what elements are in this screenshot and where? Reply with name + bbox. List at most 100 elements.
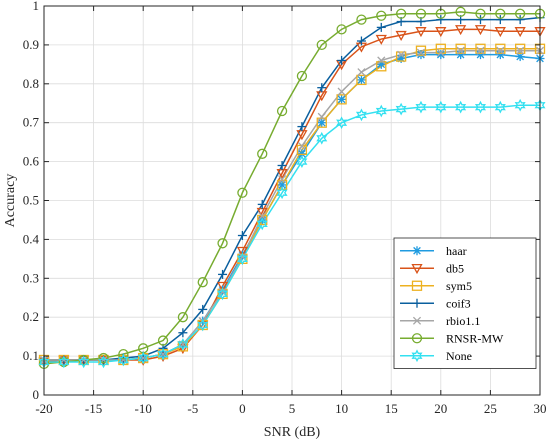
x-tick-label: -10 xyxy=(135,401,152,416)
legend-label: rbio1.1 xyxy=(446,314,480,328)
y-tick-label: 0.7 xyxy=(23,115,40,130)
marker-hexagram xyxy=(296,155,308,168)
marker-hexagram xyxy=(256,217,268,231)
marker-asterisk xyxy=(356,75,366,85)
marker-plus xyxy=(317,83,327,93)
marker-x xyxy=(412,316,422,325)
marker-plus xyxy=(337,55,347,65)
marker-square xyxy=(336,94,347,105)
marker-asterisk xyxy=(317,118,327,128)
legend: haar db5 sym5 coif3 rbio1.1 RNSR-MW None xyxy=(393,237,537,369)
marker-hexagram xyxy=(157,347,169,361)
marker-triangle-down xyxy=(474,25,487,36)
marker-plus xyxy=(297,122,307,132)
marker-plus xyxy=(436,15,446,25)
x-axis-label: SNR (dB) xyxy=(264,425,321,440)
marker-asterisk xyxy=(277,180,287,190)
y-tick-label: 1 xyxy=(33,0,40,13)
marker-hexagram xyxy=(395,102,407,116)
marker-x xyxy=(436,48,445,57)
marker-triangle-down xyxy=(375,34,387,45)
marker-square xyxy=(395,51,407,62)
y-tick-label: 0.1 xyxy=(23,348,39,363)
x-tick-labels: -20 -15 -10 -5 0 5 10 15 20 25 30 xyxy=(35,401,546,416)
legend-item-haar: haar xyxy=(400,244,467,258)
marker-circle xyxy=(415,8,427,19)
marker-hexagram xyxy=(58,355,70,369)
y-tick-label: 0 xyxy=(33,387,40,402)
marker-x xyxy=(416,48,426,57)
marker-x xyxy=(516,46,525,55)
y-tick-label: 0.8 xyxy=(23,76,39,91)
legend-label: None xyxy=(446,349,472,363)
marker-triangle-down xyxy=(514,27,526,38)
legend-item-coif3: coif3 xyxy=(400,296,471,310)
marker-circle xyxy=(336,24,347,35)
marker-circle xyxy=(515,8,526,19)
marker-circle xyxy=(98,352,109,364)
marker-circle xyxy=(217,238,228,249)
series-points-RNSR-MW xyxy=(38,6,546,370)
marker-x xyxy=(496,46,505,55)
marker-circle xyxy=(157,335,169,346)
x-tick-label: 0 xyxy=(239,401,246,416)
legend-label: sym5 xyxy=(446,279,472,293)
marker-triangle-down xyxy=(455,25,467,36)
marker-triangle-down xyxy=(395,30,407,42)
x-tick-label: 30 xyxy=(534,401,547,416)
marker-x xyxy=(278,175,287,184)
series-line-RNSR-MW xyxy=(43,11,540,365)
marker-plus xyxy=(376,22,386,32)
marker-hexagram xyxy=(411,349,423,363)
marker-hexagram xyxy=(415,100,427,114)
marker-hexagram xyxy=(217,287,229,301)
marker-hexagram xyxy=(474,100,486,114)
marker-triangle-down xyxy=(411,263,423,275)
marker-hexagram xyxy=(98,355,110,369)
marker-x xyxy=(456,46,465,55)
marker-square xyxy=(276,179,288,191)
x-tick-label: 5 xyxy=(289,401,296,416)
marker-triangle-down xyxy=(494,27,506,38)
marker-triangle-down xyxy=(435,27,447,38)
marker-asterisk xyxy=(436,50,446,60)
marker-hexagram xyxy=(514,98,526,112)
marker-plus xyxy=(356,36,366,46)
marker-plus xyxy=(218,269,228,279)
marker-plus xyxy=(257,199,267,209)
marker-hexagram xyxy=(435,100,447,114)
marker-circle xyxy=(237,187,248,198)
marker-asterisk xyxy=(337,94,347,104)
y-axis-label: Accuracy xyxy=(3,174,18,228)
marker-x xyxy=(297,141,306,151)
marker-square xyxy=(356,74,367,86)
marker-x xyxy=(337,87,346,96)
marker-circle xyxy=(395,8,407,19)
marker-triangle-down xyxy=(415,27,427,38)
marker-plus xyxy=(198,304,208,314)
y-tick-label: 0.4 xyxy=(23,231,40,246)
legend-item-None: None xyxy=(400,349,472,363)
marker-hexagram xyxy=(177,338,189,351)
marker-plus xyxy=(475,15,485,25)
marker-x xyxy=(357,68,366,77)
marker-asterisk xyxy=(515,52,525,62)
marker-triangle-down xyxy=(216,281,229,292)
legend-item-RNSR-MW: RNSR-MW xyxy=(400,331,504,345)
marker-hexagram xyxy=(137,351,149,365)
series-points-None xyxy=(38,98,546,369)
y-tick-label: 0.6 xyxy=(23,154,40,169)
y-tick-label: 0.2 xyxy=(23,309,39,324)
marker-triangle-down xyxy=(236,246,249,257)
marker-circle xyxy=(455,6,466,17)
marker-hexagram xyxy=(78,355,90,369)
marker-circle xyxy=(118,349,129,360)
marker-hexagram xyxy=(375,104,387,118)
legend-item-rbio1.1: rbio1.1 xyxy=(400,314,480,328)
y-tick-label: 0.3 xyxy=(23,270,39,285)
marker-square xyxy=(515,43,526,54)
legend-label: haar xyxy=(446,244,467,258)
marker-circle xyxy=(411,333,423,344)
marker-circle xyxy=(475,8,486,19)
marker-hexagram xyxy=(117,353,129,367)
